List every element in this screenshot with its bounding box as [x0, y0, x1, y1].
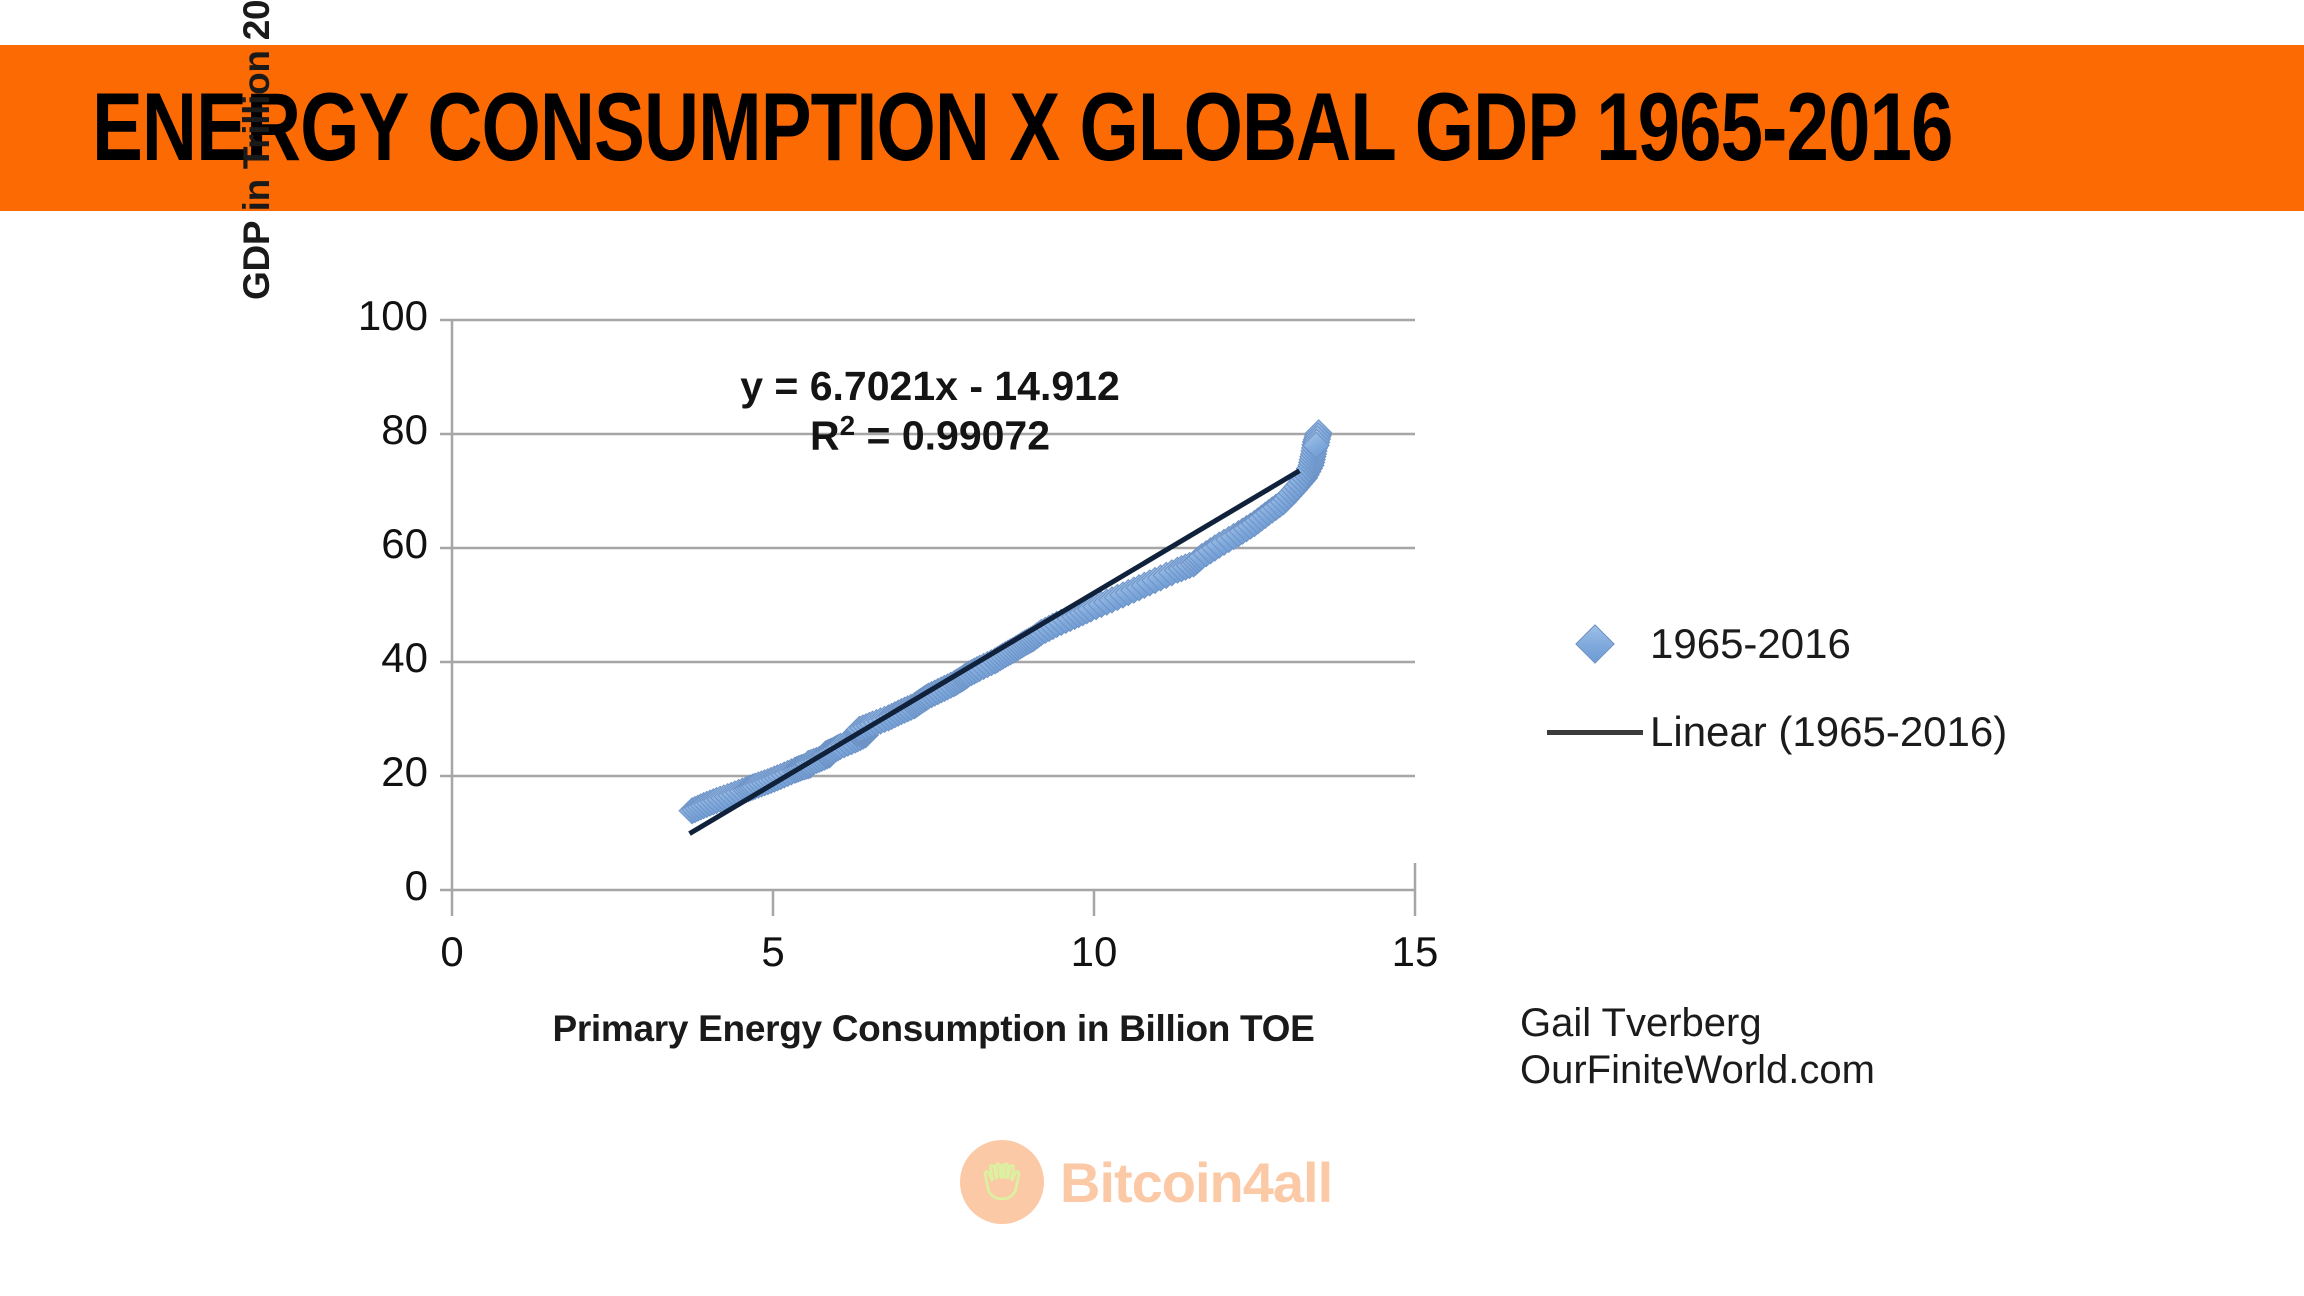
axis-lines: [450, 320, 1417, 890]
trendline-r-squared: R2 = 0.99072: [650, 410, 1210, 460]
y-tick-label: 100: [357, 292, 428, 339]
trendline-annotation: y = 6.7021x - 14.912 R2 = 0.99072: [650, 362, 1210, 460]
trendline-path: [688, 468, 1301, 836]
y-tick-label: 40: [381, 634, 428, 681]
praying-hands-icon: [960, 1140, 1044, 1224]
data-point: [1302, 431, 1330, 460]
chart-legend: 1965-2016 Linear (1965-2016): [1540, 600, 2180, 776]
y-tick-label: 20: [381, 748, 428, 795]
y-tick-label: 80: [381, 406, 428, 453]
legend-item-series[interactable]: 1965-2016: [1540, 600, 2180, 688]
legend-label-trendline: Linear (1965-2016): [1650, 708, 2008, 755]
y-tick-label: 60: [381, 520, 428, 567]
watermark: Bitcoin4all: [960, 1140, 1333, 1224]
legend-diamond-icon: [1540, 624, 1650, 664]
plot-area: [440, 318, 1417, 916]
r-exponent: 2: [839, 410, 856, 442]
x-tick-label: 0: [440, 928, 464, 975]
scatter-points: [678, 419, 1333, 825]
trendline: [688, 468, 1301, 836]
y-tick-marks: [440, 318, 452, 892]
attribution-site: OurFiniteWorld.com: [1520, 1048, 1875, 1093]
y-axis-title: GDP in Trillion 2010 US$: [236, 0, 277, 300]
attribution-author: Gail Tverberg: [1520, 1001, 1762, 1045]
x-tick-label: 10: [1070, 928, 1118, 975]
attribution: Gail Tverberg OurFiniteWorld.com: [1520, 1000, 1875, 1094]
legend-line-icon: [1540, 729, 1650, 735]
legend-item-trendline[interactable]: Linear (1965-2016): [1540, 688, 2180, 776]
title-banner: ENERGY CONSUMPTION X GLOBAL GDP 1965-201…: [0, 45, 2304, 211]
page-title: ENERGY CONSUMPTION X GLOBAL GDP 1965-201…: [92, 73, 1953, 182]
y-tick-label: 0: [404, 862, 428, 909]
gridlines: [452, 318, 1415, 892]
watermark-label: Bitcoin4all: [1060, 1150, 1333, 1214]
r-label: R: [809, 413, 840, 460]
x-tick-label: 5: [761, 928, 785, 975]
x-tick-marks: [450, 890, 1417, 916]
x-axis-title: Primary Energy Consumption in Billion TO…: [552, 1008, 1315, 1049]
r-value: = 0.99072: [855, 413, 1051, 460]
x-tick-label: 15: [1391, 928, 1439, 975]
trendline-equation: y = 6.7021x - 14.912: [740, 363, 1120, 409]
legend-label-series: 1965-2016: [1650, 620, 1851, 667]
hands-glyph: [983, 1162, 1021, 1201]
plot-svg: [440, 318, 1417, 916]
